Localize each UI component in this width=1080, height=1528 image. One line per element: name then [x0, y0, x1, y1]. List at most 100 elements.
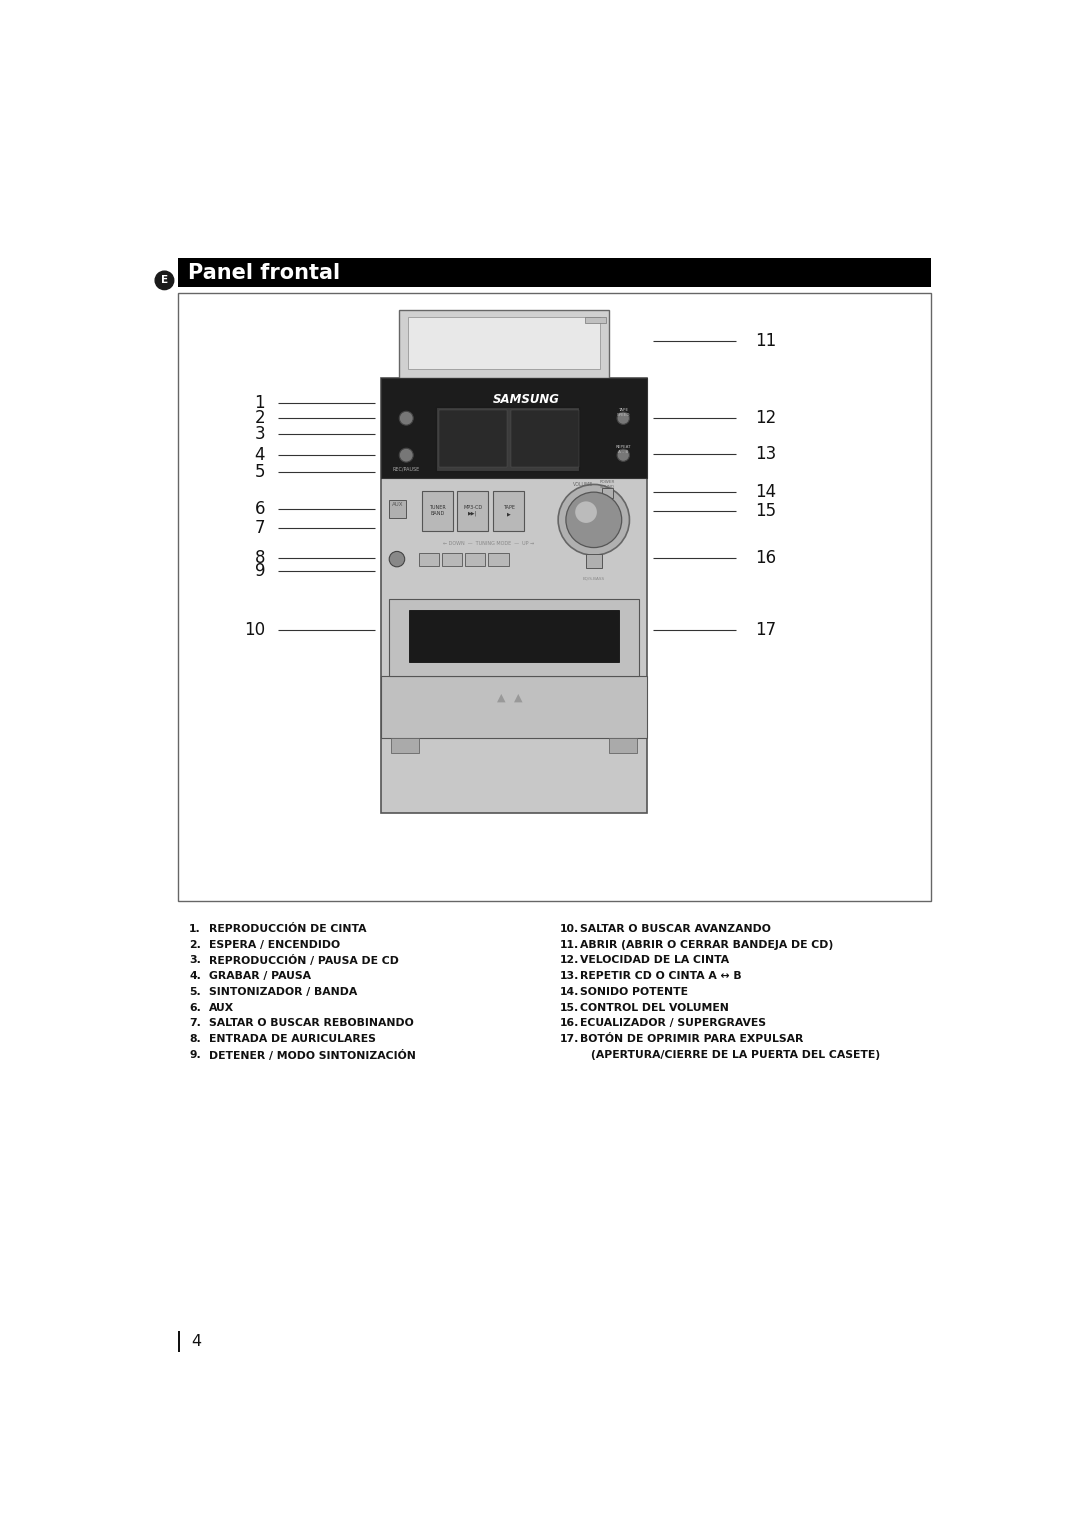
Text: 1: 1 — [255, 394, 266, 413]
Text: 11.: 11. — [559, 940, 579, 949]
Text: 8: 8 — [255, 550, 266, 567]
Text: VELOCIDAD DE LA CINTA: VELOCIDAD DE LA CINTA — [580, 955, 729, 966]
Text: 7.: 7. — [189, 1019, 201, 1028]
Text: 13: 13 — [755, 445, 777, 463]
Text: 3.: 3. — [189, 955, 201, 966]
Text: ← DOWN  —  TUNING MODE  —  UP →: ← DOWN — TUNING MODE — UP → — [444, 541, 535, 547]
Bar — [389, 599, 638, 677]
Text: REC/PAUSE: REC/PAUSE — [393, 466, 420, 472]
Text: 5.: 5. — [189, 987, 201, 996]
Text: 16.: 16. — [559, 1019, 579, 1028]
Text: SALTAR O BUSCAR AVANZANDO: SALTAR O BUSCAR AVANZANDO — [580, 924, 771, 934]
Bar — [602, 487, 613, 498]
Bar — [511, 410, 579, 466]
Text: 4: 4 — [255, 446, 266, 465]
Text: 14.: 14. — [559, 987, 579, 996]
Bar — [442, 553, 462, 565]
Text: 4: 4 — [191, 1334, 201, 1349]
Text: 6.: 6. — [189, 1002, 201, 1013]
Bar — [389, 500, 406, 518]
Text: BOTÓN DE OPRIMIR PARA EXPULSAR: BOTÓN DE OPRIMIR PARA EXPULSAR — [580, 1034, 804, 1044]
Bar — [584, 316, 606, 322]
Bar — [408, 316, 600, 368]
Text: REPRODUCCIÓN DE CINTA: REPRODUCCIÓN DE CINTA — [210, 924, 367, 934]
Circle shape — [617, 413, 630, 425]
Circle shape — [400, 448, 414, 461]
Text: 6: 6 — [255, 500, 266, 518]
Bar — [465, 553, 485, 565]
Text: 15.: 15. — [559, 1002, 579, 1013]
Text: 16: 16 — [755, 550, 777, 567]
Text: 4.: 4. — [189, 972, 201, 981]
Text: CONTROL DEL VOLUMEN: CONTROL DEL VOLUMEN — [580, 1002, 729, 1013]
Text: 5: 5 — [255, 463, 266, 481]
Text: ECUALIZADOR / SUPERGRAVES: ECUALIZADOR / SUPERGRAVES — [580, 1019, 766, 1028]
Text: 12.: 12. — [559, 955, 579, 966]
Text: 17.: 17. — [559, 1034, 579, 1044]
Bar — [438, 410, 507, 466]
Text: 1.: 1. — [189, 924, 201, 934]
Bar — [586, 555, 602, 567]
Text: 9.: 9. — [189, 1050, 201, 1060]
Text: 15: 15 — [755, 501, 777, 520]
Text: E: E — [161, 275, 168, 286]
Bar — [408, 610, 619, 662]
Bar — [381, 377, 647, 478]
Bar — [177, 293, 931, 902]
Text: ENTRADA DE AURICULARES: ENTRADA DE AURICULARES — [210, 1034, 376, 1044]
Text: 10: 10 — [244, 620, 266, 639]
Text: 17: 17 — [755, 620, 777, 639]
Bar — [381, 677, 647, 738]
Text: SALTAR O BUSCAR REBOBINANDO: SALTAR O BUSCAR REBOBINANDO — [210, 1019, 414, 1028]
Text: SONIDO POTENTE: SONIDO POTENTE — [580, 987, 688, 996]
Circle shape — [156, 270, 174, 290]
Bar — [488, 553, 509, 565]
Bar — [609, 738, 637, 753]
Text: ABRIR (ABRIR O CERRAR BANDEJA DE CD): ABRIR (ABRIR O CERRAR BANDEJA DE CD) — [580, 940, 833, 949]
Text: 2.: 2. — [189, 940, 201, 949]
Bar — [494, 490, 524, 530]
Bar — [177, 258, 931, 287]
Text: 10.: 10. — [559, 924, 579, 934]
Text: 14: 14 — [755, 483, 777, 501]
Text: ESPERA / ENCENDIDO: ESPERA / ENCENDIDO — [210, 940, 340, 949]
Bar — [435, 408, 579, 471]
Text: AUX: AUX — [210, 1002, 234, 1013]
Text: TAPE
SPEED: TAPE SPEED — [617, 408, 630, 417]
Text: VOLUME: VOLUME — [572, 481, 593, 487]
Text: Panel frontal: Panel frontal — [189, 263, 340, 283]
Text: SINTONIZADOR / BANDA: SINTONIZADOR / BANDA — [210, 987, 357, 996]
Circle shape — [576, 501, 597, 523]
Bar — [422, 490, 453, 530]
Text: REPRODUCCIÓN / PAUSA DE CD: REPRODUCCIÓN / PAUSA DE CD — [210, 955, 400, 966]
Text: EQ/S.BASS: EQ/S.BASS — [583, 578, 605, 581]
Bar — [391, 738, 419, 753]
Circle shape — [558, 484, 630, 555]
Text: 12: 12 — [755, 410, 777, 428]
Circle shape — [617, 449, 630, 461]
Bar — [399, 310, 609, 377]
Text: 13.: 13. — [559, 972, 579, 981]
Text: GRABAR / PAUSA: GRABAR / PAUSA — [210, 972, 311, 981]
Bar — [419, 553, 438, 565]
Bar — [458, 490, 488, 530]
Text: REPEAT
A – B: REPEAT A – B — [616, 445, 631, 454]
Text: TAPE
▶: TAPE ▶ — [502, 506, 514, 516]
Text: SAMSUNG: SAMSUNG — [492, 393, 559, 406]
Text: POWER
SOUND: POWER SOUND — [600, 480, 616, 489]
Text: REPETIR CD O CINTA A ↔ B: REPETIR CD O CINTA A ↔ B — [580, 972, 742, 981]
Circle shape — [566, 492, 622, 547]
Text: MP3-CD
▶▶|: MP3-CD ▶▶| — [463, 504, 483, 516]
Text: (APERTURA/CIERRE DE LA PUERTA DEL CASETE): (APERTURA/CIERRE DE LA PUERTA DEL CASETE… — [591, 1050, 880, 1060]
Text: 3: 3 — [255, 425, 266, 443]
Text: AUX: AUX — [392, 503, 404, 507]
Text: ▲: ▲ — [497, 692, 505, 703]
Text: 7: 7 — [255, 518, 266, 536]
Circle shape — [400, 411, 414, 425]
Text: DETENER / MODO SINTONIZACIÓN: DETENER / MODO SINTONIZACIÓN — [210, 1050, 416, 1060]
Text: 2: 2 — [255, 410, 266, 428]
Circle shape — [389, 552, 405, 567]
Text: 9: 9 — [255, 562, 266, 579]
Text: 8.: 8. — [189, 1034, 201, 1044]
Text: 11: 11 — [755, 332, 777, 350]
